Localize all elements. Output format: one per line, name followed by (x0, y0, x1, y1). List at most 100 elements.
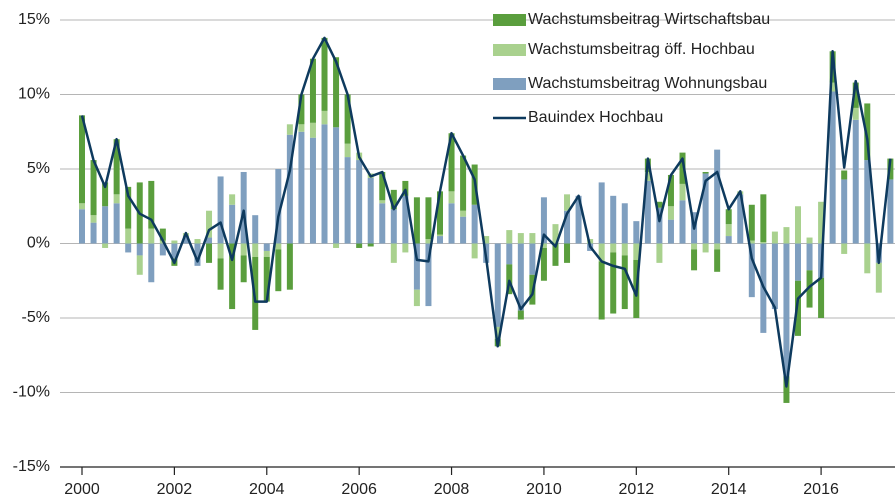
bar (702, 173, 709, 244)
bar (702, 171, 709, 174)
x-tick-label: 2004 (249, 481, 285, 498)
bar (794, 280, 801, 336)
bar (229, 204, 236, 244)
legend-swatch (493, 14, 526, 26)
bar (818, 201, 825, 244)
bar (425, 197, 432, 240)
bar (748, 204, 755, 241)
bar (90, 215, 97, 223)
x-tick-label: 2012 (619, 481, 655, 498)
bar (552, 243, 559, 266)
bar (679, 200, 686, 244)
bar (321, 37, 328, 111)
bar (506, 264, 513, 295)
x-tick-label: 2016 (803, 481, 839, 498)
bar (656, 207, 663, 244)
bar (806, 237, 813, 244)
bar (113, 194, 120, 204)
bar (148, 243, 155, 283)
bar (864, 103, 871, 161)
x-tick-label: 2014 (711, 481, 747, 498)
bar (748, 243, 755, 298)
bar (610, 243, 617, 253)
legend-swatch (493, 78, 526, 90)
bar (298, 131, 305, 244)
bar (760, 242, 767, 244)
y-tick-label: 5% (27, 160, 50, 177)
bar (402, 243, 409, 253)
bar (783, 227, 790, 244)
bar (113, 203, 120, 244)
bar (275, 243, 282, 250)
bar (379, 200, 386, 204)
bar (864, 160, 871, 244)
bar (667, 219, 674, 244)
legend-label: Wachstumsbeitrag öff. Hochbau (528, 41, 755, 58)
bar (413, 289, 420, 307)
bar (656, 243, 663, 263)
bar (413, 243, 420, 290)
bar (483, 236, 490, 244)
bar (217, 258, 224, 290)
bar (725, 236, 732, 244)
bar (517, 310, 524, 320)
bar (621, 203, 628, 244)
bar (390, 189, 397, 210)
bar (621, 243, 628, 256)
bar (448, 191, 455, 204)
bar (333, 243, 340, 248)
y-tick-label: 0% (27, 235, 50, 252)
bar (818, 277, 825, 318)
bar (321, 110, 328, 125)
bar (737, 194, 744, 244)
x-tick-label: 2010 (526, 481, 562, 498)
bar (529, 233, 536, 244)
bar (79, 203, 85, 210)
bar (229, 194, 236, 205)
bar (182, 236, 189, 244)
bar (206, 237, 213, 244)
bar (194, 243, 201, 266)
bar (171, 240, 178, 244)
bar (252, 215, 259, 244)
bar (852, 119, 859, 244)
bar (656, 201, 663, 208)
bar (425, 243, 432, 307)
bar (217, 176, 224, 244)
bar (286, 243, 293, 290)
bar (367, 243, 374, 247)
bar (714, 149, 721, 244)
bar (79, 115, 85, 204)
bar (159, 228, 166, 241)
bar (263, 243, 270, 251)
bar (263, 250, 270, 257)
y-tick-label: -10% (13, 384, 50, 401)
bar (610, 195, 617, 244)
bar (460, 155, 467, 211)
bar (875, 262, 882, 293)
bar (783, 376, 790, 403)
x-tick-label: 2006 (341, 481, 377, 498)
legend-label: Wachstumsbeitrag Wirtschaftsbau (528, 11, 770, 28)
bar (309, 137, 316, 244)
bar (436, 191, 443, 235)
legend-label: Bauindex Hochbau (528, 109, 663, 126)
bar (633, 243, 640, 260)
bar (136, 255, 143, 275)
bar (852, 82, 859, 108)
bar (760, 194, 767, 243)
bar (806, 270, 813, 308)
bar (379, 171, 386, 201)
bar (494, 326, 501, 339)
x-tick-label: 2002 (157, 481, 193, 498)
bar (506, 243, 513, 265)
bar (564, 243, 571, 263)
bar (540, 243, 547, 248)
bar (390, 209, 397, 244)
legend-swatch (493, 44, 526, 56)
bar (864, 243, 871, 274)
bar (356, 160, 363, 244)
bar (610, 252, 617, 314)
bar (321, 124, 328, 244)
bar (125, 228, 132, 244)
